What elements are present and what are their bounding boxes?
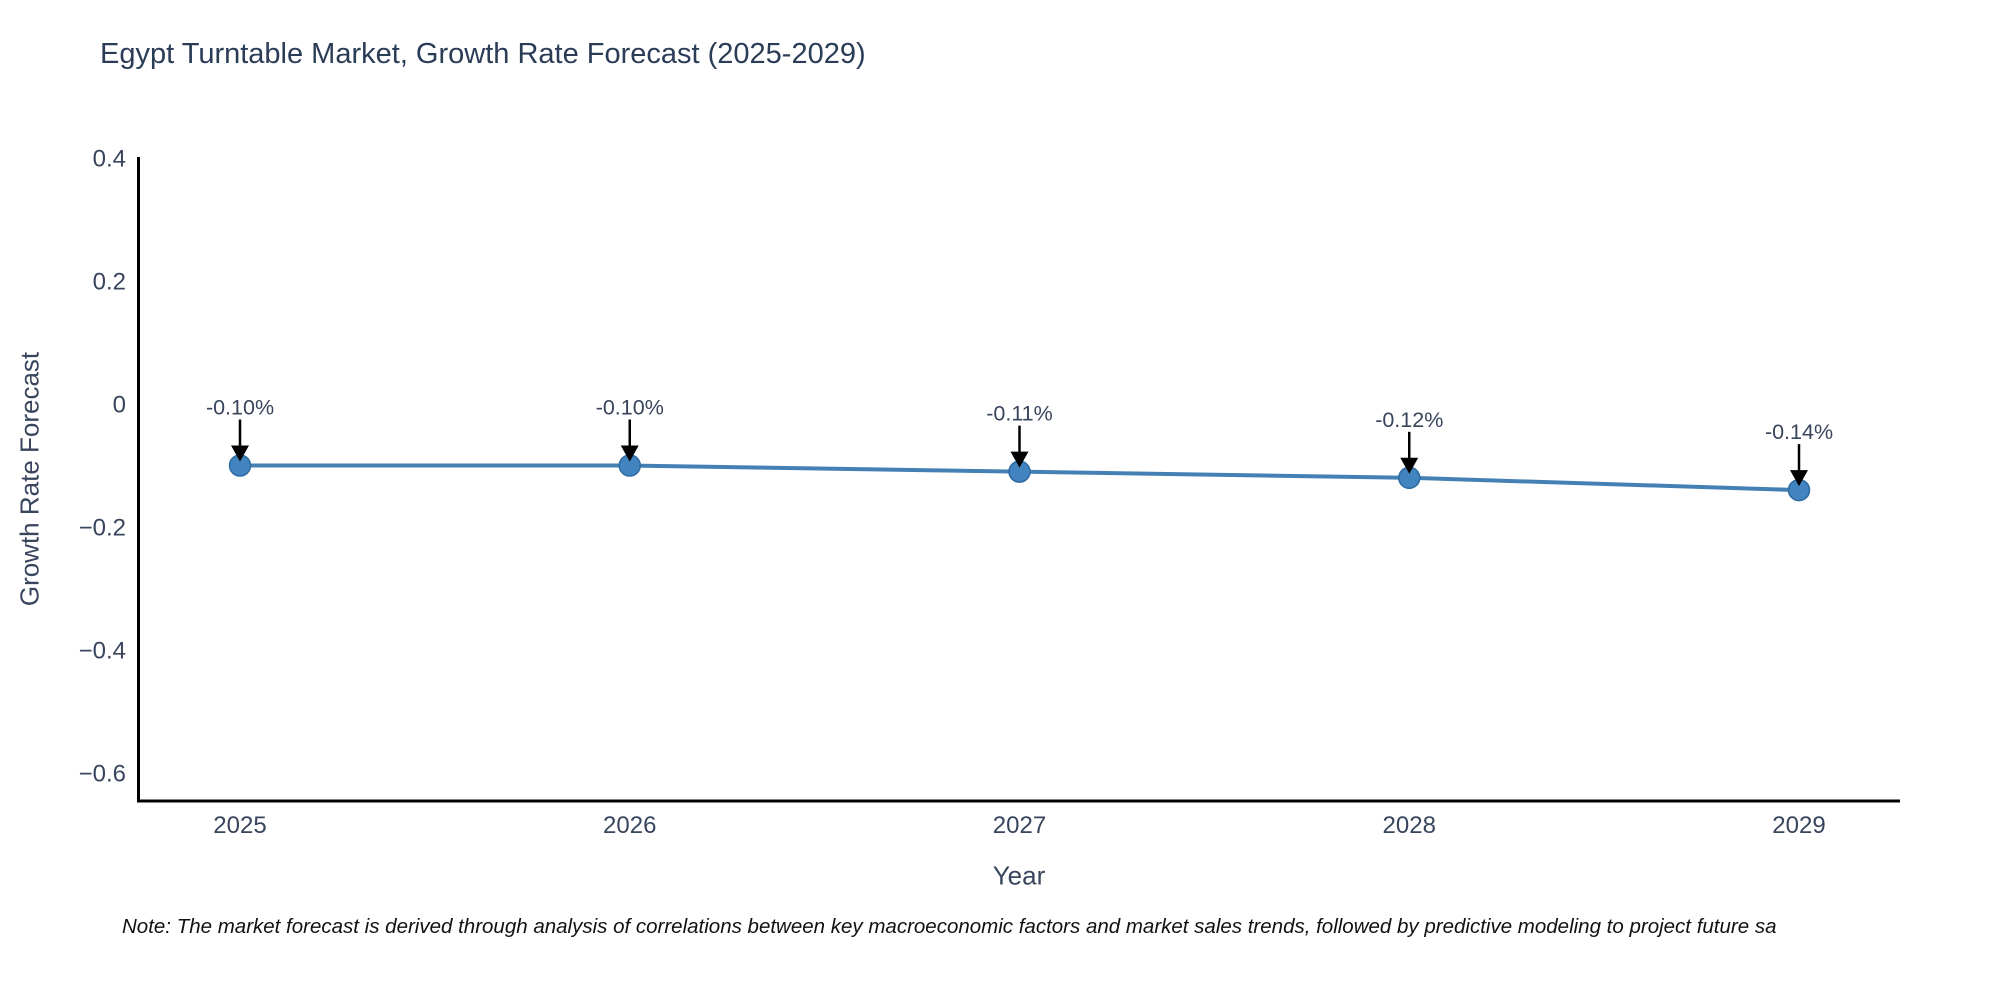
x-axis-tick-labels: 2025 2026 2027 2028 2029 bbox=[213, 812, 1825, 839]
annotation-arrowhead-icon bbox=[231, 445, 249, 462]
annotation-arrowhead-icon bbox=[1400, 457, 1419, 474]
y-tick-label: 0.2 bbox=[93, 269, 126, 296]
annotation-arrowhead-icon bbox=[1010, 451, 1029, 468]
x-tick-label: 2026 bbox=[603, 812, 656, 839]
forecast-line-series bbox=[228, 454, 1811, 502]
x-tick-label: 2028 bbox=[1383, 812, 1436, 839]
y-tick-label: −0.4 bbox=[79, 638, 126, 665]
y-tick-label: 0.4 bbox=[93, 146, 126, 173]
point-value-label: -0.11% bbox=[986, 402, 1053, 426]
x-tick-label: 2025 bbox=[213, 812, 266, 839]
point-value-label: -0.10% bbox=[206, 396, 274, 420]
point-value-label: -0.10% bbox=[596, 396, 664, 420]
y-axis-title: Growth Rate Forecast bbox=[14, 351, 45, 607]
chart-title: Egypt Turntable Market, Growth Rate Fore… bbox=[100, 38, 866, 70]
point-value-label: -0.12% bbox=[1375, 408, 1443, 432]
y-tick-label: −0.2 bbox=[79, 515, 126, 542]
x-tick-label: 2027 bbox=[993, 812, 1046, 839]
point-value-label: -0.14% bbox=[1765, 420, 1833, 444]
annotation-arrowhead-icon bbox=[1790, 470, 1808, 487]
y-axis-tick-labels: 0.4 0.2 0 −0.2 −0.4 −0.6 bbox=[79, 146, 126, 788]
y-tick-label: 0 bbox=[113, 392, 126, 419]
footnote-text: Note: The market forecast is derived thr… bbox=[122, 915, 1777, 938]
point-annotations: -0.10% -0.10% -0.11% -0.12% -0.14% bbox=[206, 396, 1833, 487]
x-axis-title: Year bbox=[992, 860, 1046, 891]
annotation-arrowhead-icon bbox=[620, 445, 639, 462]
x-tick-label: 2029 bbox=[1772, 812, 1825, 839]
y-tick-label: −0.6 bbox=[79, 761, 126, 788]
